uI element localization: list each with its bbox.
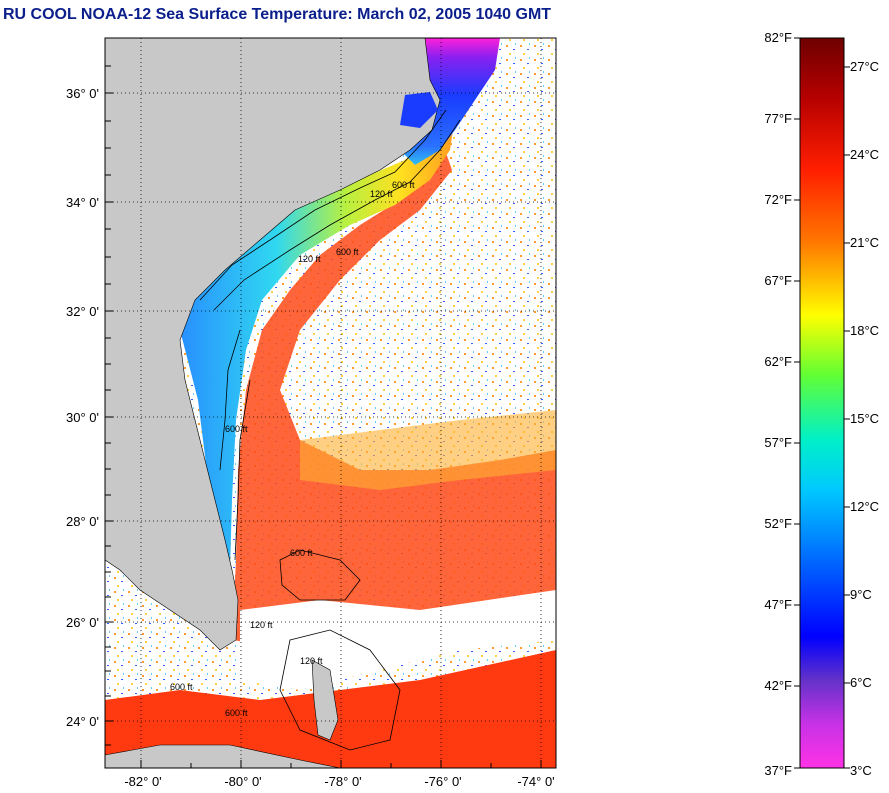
colorbar-f-label: 72°F <box>764 192 792 207</box>
map-grid <box>105 38 556 768</box>
colorbar-c-label: 21°C <box>850 235 879 250</box>
map-ticks <box>105 65 542 768</box>
contour-label: 600 ft <box>336 247 359 257</box>
colorbar-f-label: 82°F <box>764 30 792 45</box>
contour-label: 600 ft <box>392 180 415 190</box>
lon-label: -80° 0' <box>224 774 261 789</box>
colorbar-f-label: 67°F <box>764 273 792 288</box>
contour-label: 120 ft <box>300 656 323 666</box>
contour-label: 120 ft <box>370 189 393 199</box>
longitude-labels: -82° 0' -80° 0' -78° 0' -76° 0' -74° 0' <box>124 774 554 789</box>
colorbar-c-label: 24°C <box>850 147 879 162</box>
gulf-stream-region <box>232 150 556 650</box>
colorbar-gradient <box>799 37 845 769</box>
lat-label: 32° 0' <box>66 304 99 319</box>
bahamas-island <box>311 659 339 741</box>
lon-label: -76° 0' <box>424 774 461 789</box>
colorbar-c-label: 9°C <box>850 587 872 602</box>
colorbar: 82°F 77°F 72°F 67°F 62°F 57°F 52°F 47°F … <box>764 30 879 778</box>
colorbar-c-label: 27°C <box>850 59 879 74</box>
lat-label: 30° 0' <box>66 410 99 425</box>
lat-label: 28° 0' <box>66 514 99 529</box>
colorbar-c-label: 6°C <box>850 675 872 690</box>
latitude-labels: 36° 0' 34° 0' 32° 0' 30° 0' 28° 0' 26° 0… <box>66 86 99 729</box>
colorbar-c-label: 15°C <box>850 411 879 426</box>
colorbar-c-label: 12°C <box>850 499 879 514</box>
colorbar-f-label: 42°F <box>764 678 792 693</box>
colorbar-c-label: 3°C <box>850 763 872 778</box>
colorbar-f-label: 57°F <box>764 435 792 450</box>
pamlico-sound <box>400 92 438 128</box>
us-mainland <box>105 38 441 651</box>
contour-label: 600 ft <box>225 708 248 718</box>
contour-label: 600 ft <box>225 424 248 434</box>
page-title: RU COOL NOAA-12 Sea Surface Temperature:… <box>3 6 552 23</box>
colorbar-c-label: 18°C <box>850 323 879 338</box>
lon-label: -74° 0' <box>517 774 554 789</box>
colorbar-f-label: 47°F <box>764 597 792 612</box>
lat-label: 36° 0' <box>66 86 99 101</box>
colorbar-f-label: 77°F <box>764 111 792 126</box>
colorbar-f-label: 37°F <box>764 763 792 778</box>
contour-label: 600 ft <box>290 548 313 558</box>
map-frame <box>104 37 557 769</box>
lon-label: -82° 0' <box>124 774 161 789</box>
contour-label: 600 ft <box>170 682 193 692</box>
colorbar-f-label: 52°F <box>764 516 792 531</box>
map-image <box>105 38 556 768</box>
cuba <box>105 744 341 768</box>
lon-label: -78° 0' <box>324 774 361 789</box>
contour-labels: 120 ft 600 ft 120 ft 600 ft 600 ft 120 f… <box>170 180 415 718</box>
lat-label: 26° 0' <box>66 615 99 630</box>
colorbar-ticks <box>794 37 850 769</box>
contour-label: 120 ft <box>250 620 273 630</box>
gulf-stream-orange <box>300 410 556 490</box>
lat-label: 34° 0' <box>66 195 99 210</box>
lat-label: 24° 0' <box>66 714 99 729</box>
colorbar-f-label: 62°F <box>764 354 792 369</box>
contour-label: 120 ft <box>298 254 321 264</box>
depth-contours <box>199 109 461 751</box>
